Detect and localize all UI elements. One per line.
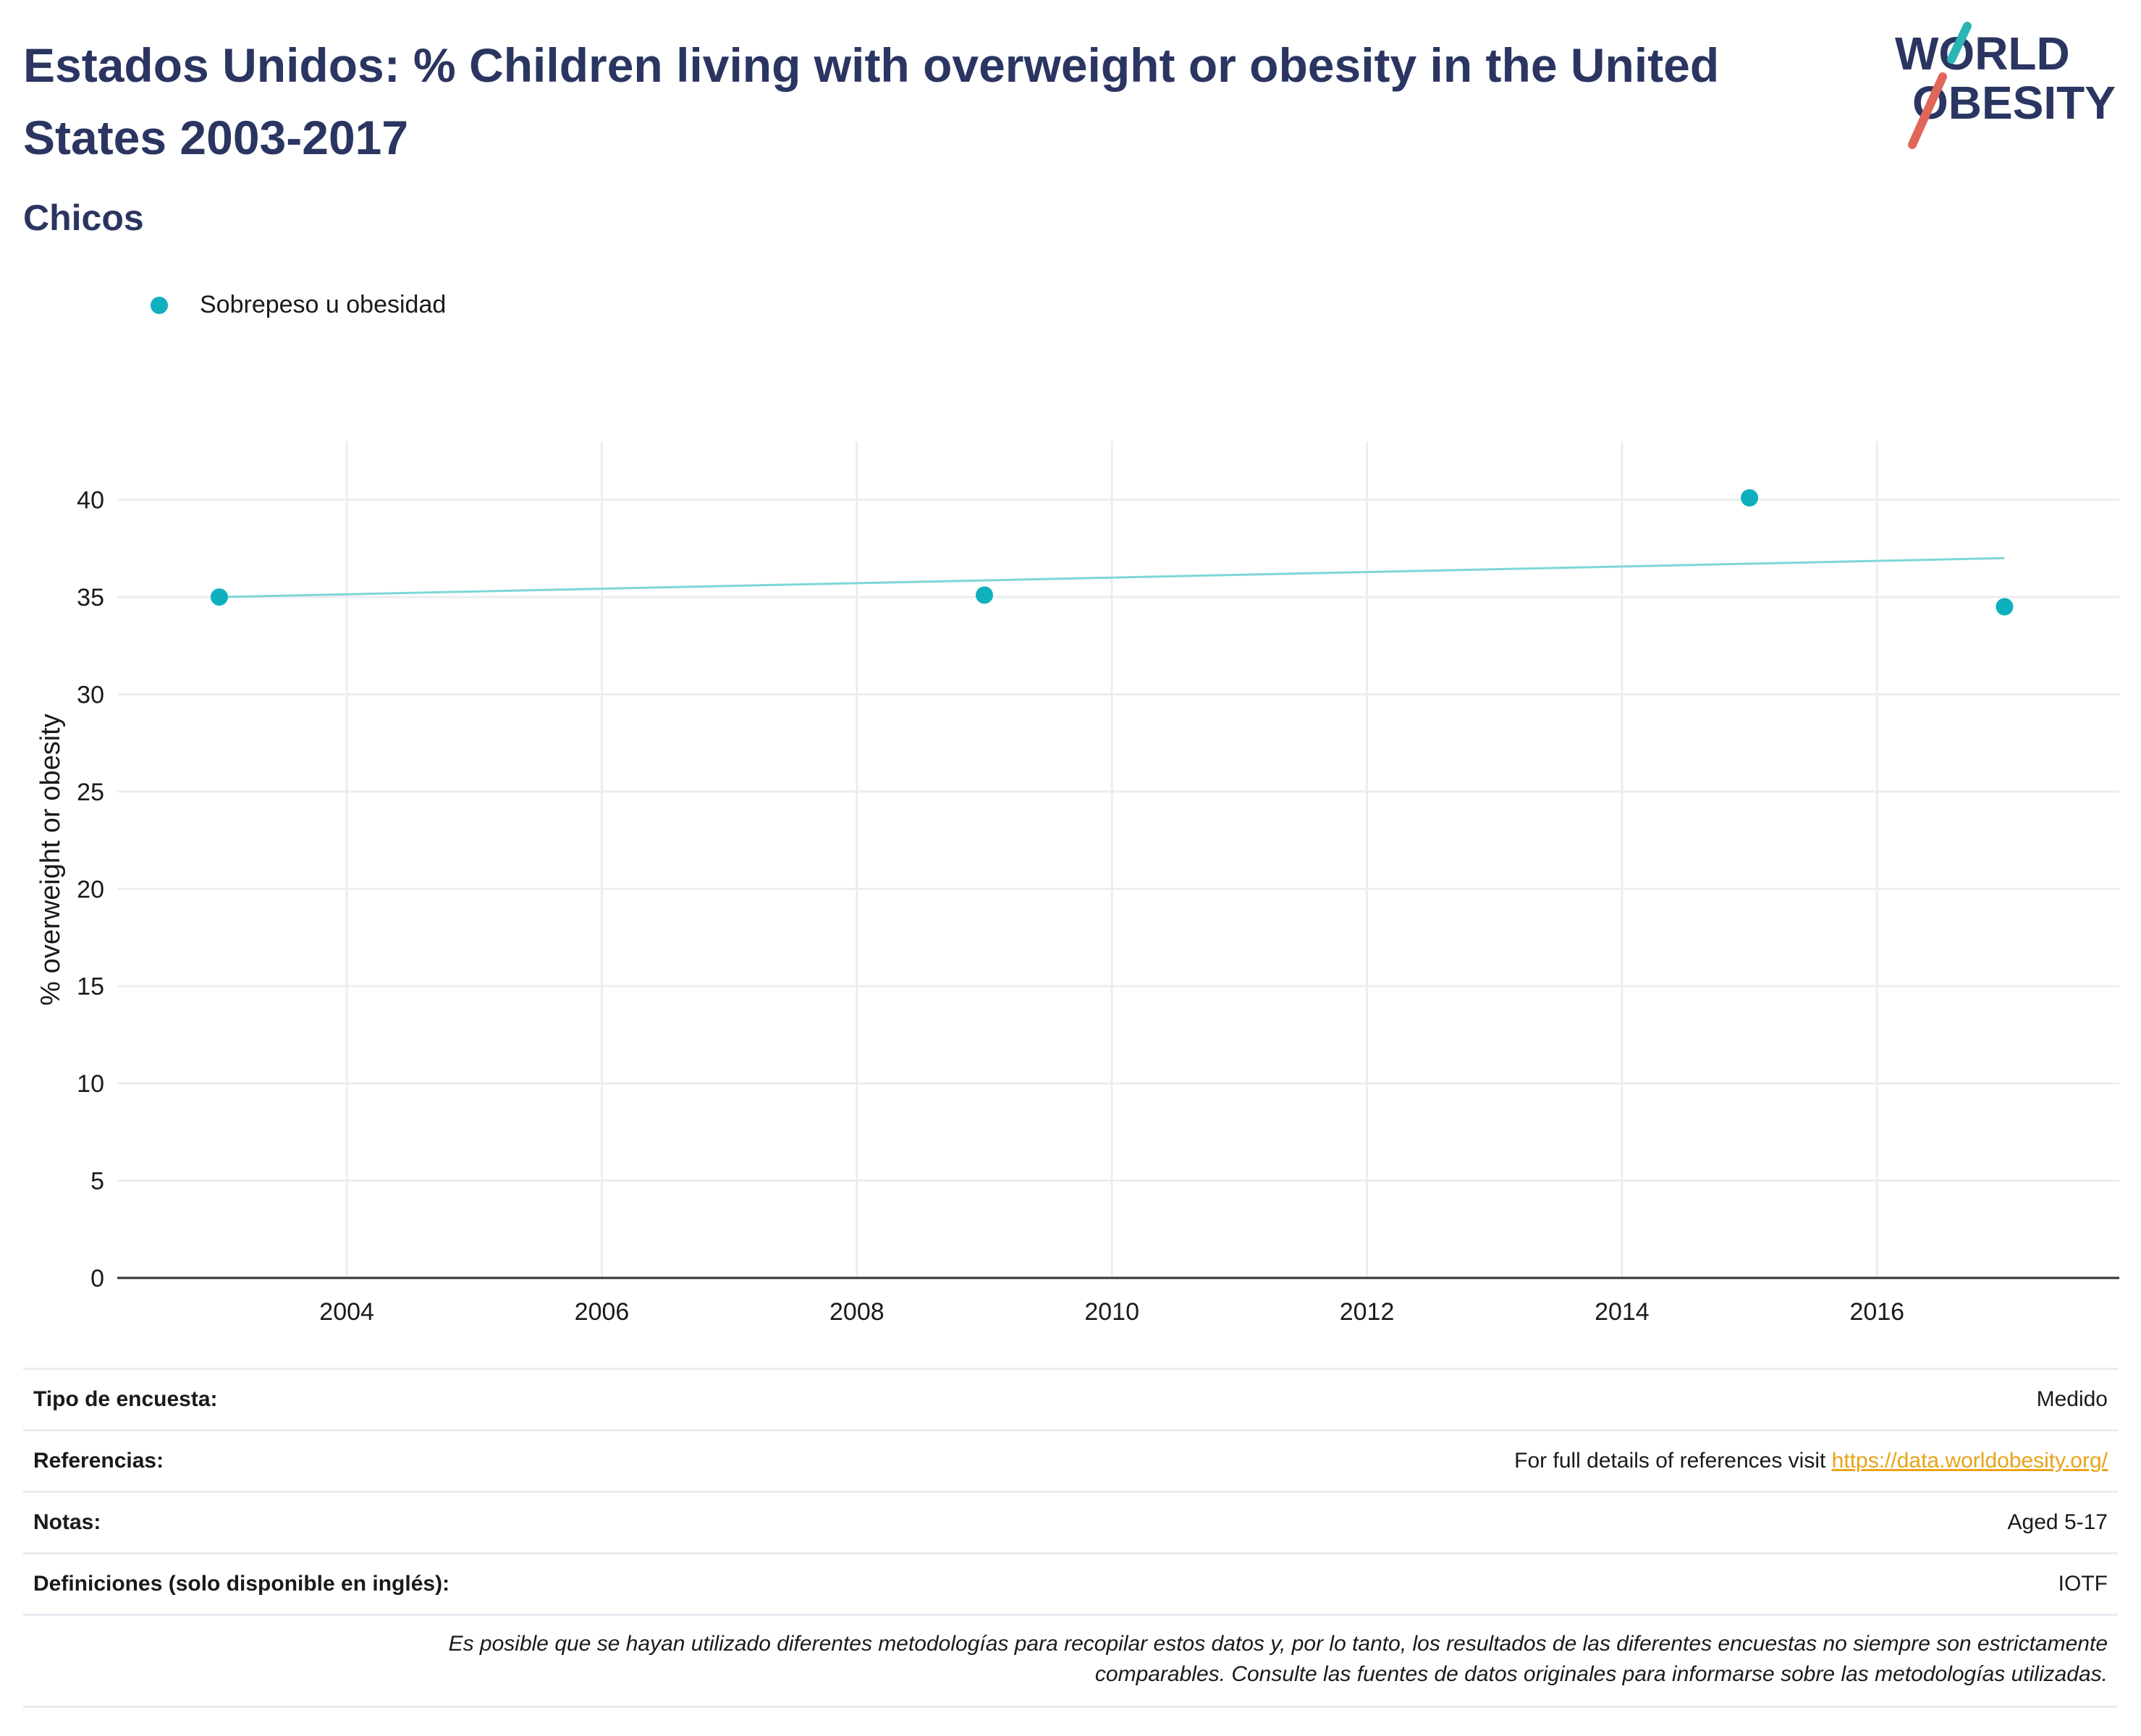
axes-layer: 0 5 10 15 20 25 30 35 40 2004 2006 2008 2010 2012 2014… [35, 487, 2119, 1326]
logo-line1: WORLD [1895, 27, 2070, 80]
meta-value: IOTF [2058, 1572, 2108, 1596]
metadata-table: Tipo de encuesta: Medido Referencias: Fo… [23, 1368, 2118, 1708]
y-tick-label: 0 [90, 1265, 104, 1292]
scatter-chart: 0 5 10 15 20 25 30 35 40 2004 2006 2008 2010 2012 2014… [35, 441, 2119, 1326]
data-point [976, 586, 994, 604]
page-title: Estados Unidos: % Children living with o… [23, 38, 1720, 164]
world-obesity-logo-graphic: WORLD OBESITY [1895, 22, 2116, 149]
meta-value: Aged 5-17 [2007, 1510, 2108, 1534]
data-point [1741, 488, 1759, 507]
meta-row-survey-type: Tipo de encuesta: Medido [23, 1368, 2118, 1429]
x-tick-label: 2016 [1849, 1298, 1904, 1326]
chart-grid [117, 441, 2119, 1278]
x-tick-label: 2008 [829, 1298, 884, 1326]
points-layer [210, 488, 2014, 616]
y-axis-title: % overweight or obesity [35, 714, 66, 1005]
logo-line2: OBESITY [1912, 77, 2116, 129]
disclaimer-line: comparables. Consulte las fuentes de dat… [1094, 1662, 2108, 1686]
meta-label: Definiciones (solo disponible en inglés)… [33, 1572, 450, 1596]
meta-value: Medido [2036, 1387, 2108, 1411]
meta-value: For full details of references visit htt… [1514, 1449, 2108, 1473]
x-tick-label: 2014 [1595, 1298, 1650, 1326]
x-tick-label: 2006 [575, 1298, 630, 1326]
y-tick-label: 40 [77, 487, 104, 515]
y-tick-label: 25 [77, 779, 104, 806]
methodology-disclaimer: Es posible que se hayan utilizado difere… [23, 1614, 2118, 1708]
data-point [210, 588, 228, 606]
references-link[interactable]: https://data.worldobesity.org/ [1831, 1449, 2108, 1473]
legend-label: Sobrepeso u obesidad [200, 291, 447, 318]
y-tick-label: 20 [77, 876, 104, 903]
meta-label: Referencias: [33, 1449, 164, 1473]
x-tick-label: 2010 [1084, 1298, 1139, 1326]
disclaimer-line: Es posible que se hayan utilizado difere… [448, 1632, 2108, 1656]
chart-subtitle: Chicos [23, 198, 144, 238]
meta-row-references: Referencias: For full details of referen… [23, 1429, 2118, 1491]
y-tick-label: 30 [77, 681, 104, 708]
logo-red-slash [1908, 72, 1947, 149]
y-tick-label: 35 [77, 584, 104, 611]
y-tick-label: 15 [77, 973, 104, 1001]
trend-layer [219, 556, 2005, 598]
meta-label: Tipo de encuesta: [33, 1387, 218, 1411]
chart-legend: Sobrepeso u obesidad [151, 291, 446, 319]
meta-label: Notas: [33, 1510, 101, 1534]
meta-row-definitions: Definiciones (solo disponible en inglés)… [23, 1552, 2118, 1614]
x-tick-label: 2012 [1340, 1298, 1395, 1326]
trend-line [219, 556, 2005, 598]
references-text: For full details of references visit [1514, 1449, 1832, 1473]
legend-marker [151, 296, 168, 314]
y-tick-label: 5 [90, 1168, 104, 1195]
logo-teal-slash [1947, 22, 1972, 64]
meta-row-notes: Notas: Aged 5-17 [23, 1491, 2118, 1552]
y-tick-label: 10 [77, 1070, 104, 1098]
data-point [1996, 598, 2014, 616]
world-obesity-logo: WORLD OBESITY [1882, 22, 2128, 152]
x-tick-label: 2004 [319, 1298, 374, 1326]
